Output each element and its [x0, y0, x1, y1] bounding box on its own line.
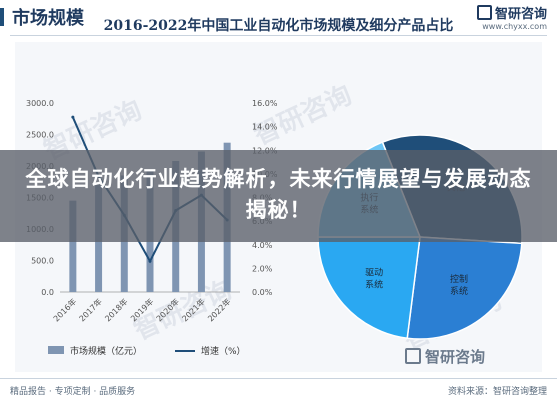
pie-label: 驱动	[365, 267, 383, 278]
chart-brand-logo: 智研咨询	[405, 346, 485, 367]
line-point	[148, 259, 152, 263]
bar	[69, 200, 77, 292]
y-left-tick-label: 0.0	[41, 288, 54, 297]
chart-title: 2016-2022年中国工业自动化市场规模及细分产品占比	[103, 18, 454, 34]
brand-logo-icon	[405, 348, 421, 364]
page-header: 市场规模 智研咨询 www.chyxx.com	[0, 0, 557, 32]
y-left-tick-label: 500.0	[31, 257, 54, 266]
x-tick-label: 2018年	[103, 296, 130, 323]
header-divider	[10, 35, 547, 36]
page-footer: 精品报告 · 专项定制 · 品质服务 资料来源：智研咨询整理	[0, 378, 557, 401]
pie-label: 系统	[450, 285, 468, 297]
legend-bar-label: 市场规模（亿元）	[70, 345, 142, 357]
brand-name: 智研咨询	[476, 3, 547, 22]
x-tick-label: 2016年	[51, 296, 78, 323]
brand-logo-text: 智研咨询	[425, 348, 486, 366]
brand-block: 智研咨询 www.chyxx.com	[476, 3, 547, 31]
y-right-tick-label: 2.0%	[252, 264, 273, 273]
pie-slice	[406, 236, 523, 340]
x-tick-label: 2019年	[128, 296, 155, 323]
y-right-tick-label: 16.0%	[252, 99, 278, 108]
headline-overlay: 全球自动化行业趋势解析，未来行情展望与发展动态揭秘！	[0, 150, 557, 242]
footer-slogan: 精品报告 · 专项定制 · 品质服务	[10, 387, 136, 397]
section-title: 市场规模	[12, 8, 84, 29]
y-left-tick-label: 2500.0	[26, 131, 54, 140]
pie-slice	[317, 236, 421, 340]
legend-bar-swatch	[48, 346, 64, 354]
x-tick-label: 2017年	[77, 296, 104, 323]
brand-name-text: 智研咨询	[494, 7, 547, 22]
footer-source: 资料来源：智研咨询整理	[447, 387, 547, 397]
y-right-tick-label: 4.0%	[252, 241, 273, 250]
y-right-tick-label: 0.0%	[252, 288, 273, 297]
y-right-tick-label: 14.0%	[252, 123, 278, 132]
brand-url: www.chyxx.com	[482, 22, 547, 31]
header-accent-bar	[0, 8, 4, 26]
pie-label: 控制	[450, 273, 468, 285]
x-tick-label: 2022年	[205, 296, 232, 323]
x-tick-label: 2020年	[154, 296, 181, 323]
x-tick-label: 2021年	[180, 296, 207, 323]
legend-line-label: 增速（%）	[201, 345, 246, 357]
brand-logo-icon	[476, 5, 492, 20]
y-left-tick-label: 3000.0	[26, 99, 54, 108]
pie-label: 系统	[365, 278, 383, 290]
headline-text: 全球自动化行业趋势解析，未来行情展望与发展动态揭秘！	[25, 167, 532, 222]
line-point	[71, 115, 75, 119]
